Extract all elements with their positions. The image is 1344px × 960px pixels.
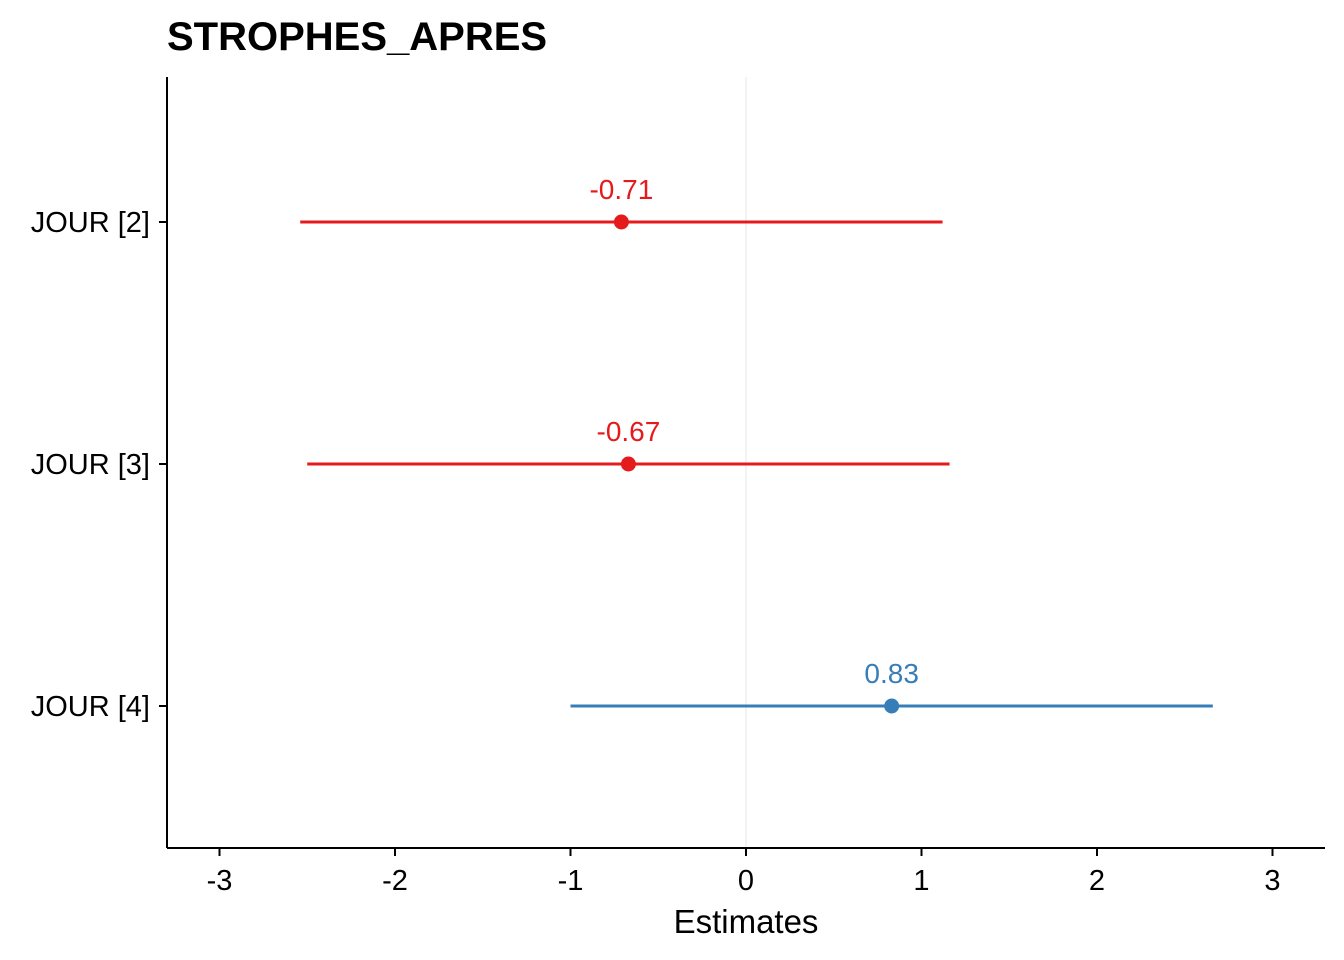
x-tick-label: -3	[207, 865, 233, 897]
data-label: 0.83	[864, 658, 919, 689]
y-tick-label: JOUR [3]	[31, 449, 150, 481]
y-tick-label: JOUR [2]	[31, 207, 150, 239]
chart-title: STROPHES_APRES	[167, 15, 547, 59]
x-tick-label: -1	[558, 865, 584, 897]
plot-area: -3 -2 -1 0 1 2 3 JOUR [2] -0.71 JOUR [3] -0.67 JOUR…	[31, 77, 1325, 897]
x-axis-title: Estimates	[674, 903, 819, 940]
x-tick-label: 3	[1264, 865, 1280, 897]
x-tick-label: 1	[913, 865, 929, 897]
x-tick-label: 0	[738, 865, 754, 897]
x-tick-label: 2	[1089, 865, 1105, 897]
estimate-point	[884, 698, 900, 714]
data-label: -0.71	[589, 174, 653, 205]
estimate-point	[613, 214, 629, 230]
estimate-point	[620, 456, 636, 472]
x-tick-label: -2	[382, 865, 408, 897]
data-label: -0.67	[597, 416, 661, 447]
y-tick-label: JOUR [4]	[31, 691, 150, 723]
